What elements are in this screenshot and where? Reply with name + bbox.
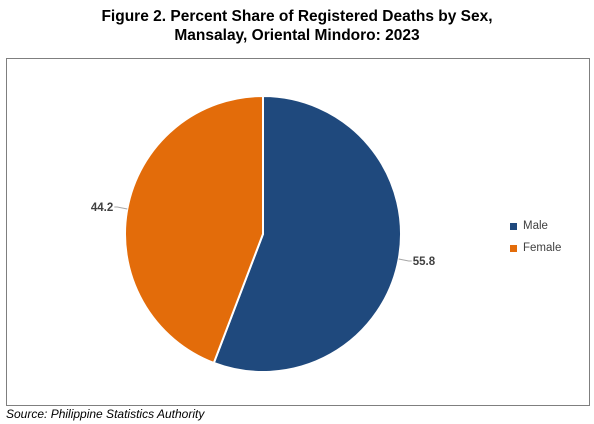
source-note: Source: Philippine Statistics Authority xyxy=(6,407,205,421)
data-label-male: 55.8 xyxy=(413,256,436,268)
legend-swatch-female xyxy=(510,244,517,252)
data-label-female: 44.2 xyxy=(91,202,113,214)
legend-label-female: Female xyxy=(523,242,562,254)
legend-swatch-male xyxy=(510,222,517,230)
pie-leader-lines xyxy=(114,206,412,262)
legend: Male Female xyxy=(510,215,561,259)
pie-data-labels: 55.8 44.2 xyxy=(91,202,436,268)
legend-item-female: Female xyxy=(510,237,561,259)
legend-label-male: Male xyxy=(523,220,548,232)
chart-title-line2: Mansalay, Oriental Mindoro: 2023 xyxy=(174,27,420,44)
chart-title: Figure 2. Percent Share of Registered De… xyxy=(0,7,594,45)
legend-item-male: Male xyxy=(510,215,561,237)
leader-line-female xyxy=(114,206,128,210)
pie-slices xyxy=(124,94,402,373)
chart-title-line1: Figure 2. Percent Share of Registered De… xyxy=(101,8,493,25)
pie-slice-female xyxy=(124,94,264,365)
leader-line-male xyxy=(398,258,412,262)
